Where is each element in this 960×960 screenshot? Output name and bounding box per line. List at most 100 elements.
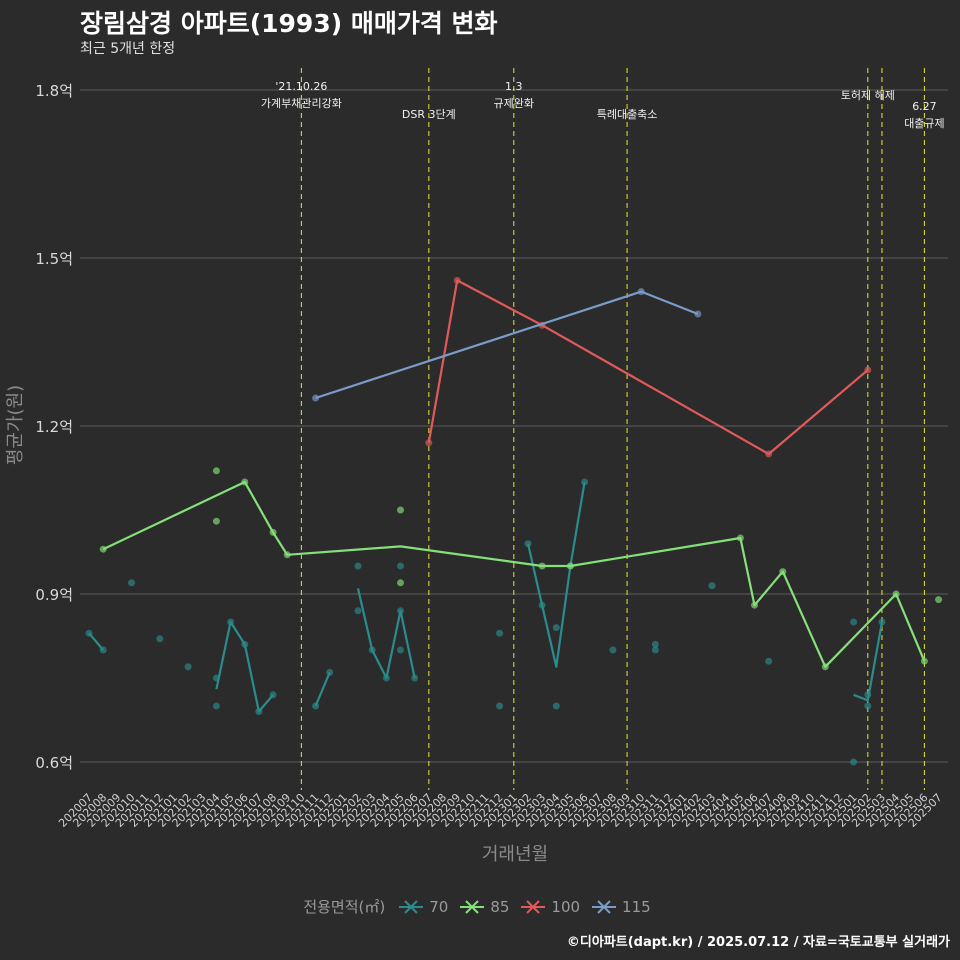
legend-key-115-icon — [592, 899, 617, 914]
data-point-85 — [935, 596, 943, 604]
data-point-70 — [354, 562, 362, 570]
series-line-70 — [853, 621, 884, 702]
legend-item-70: 70 — [397, 898, 448, 916]
legend-item-100: 100 — [519, 898, 580, 916]
policy-annotation: 토허제 해제 — [841, 88, 895, 102]
data-point-70 — [269, 691, 277, 699]
legend-item-85: 85 — [458, 898, 509, 916]
series-line-100 — [427, 279, 869, 456]
policy-annotation: DSR 3단계 — [402, 108, 456, 121]
data-point-85 — [397, 579, 404, 587]
data-point-70 — [354, 607, 362, 615]
data-point-70 — [496, 702, 504, 710]
policy-annotation: 규제완화 — [494, 97, 534, 110]
series-line-70 — [526, 481, 586, 668]
data-point-70 — [651, 646, 659, 654]
data-point-70 — [552, 702, 560, 710]
data-point-70 — [255, 708, 263, 716]
data-point-85 — [821, 663, 829, 671]
data-point-70 — [312, 702, 320, 710]
legend-item-115: 115 — [590, 898, 651, 916]
data-point-100 — [425, 439, 433, 447]
data-point-70 — [382, 674, 390, 682]
series-line-70 — [356, 588, 416, 680]
data-point-70 — [99, 646, 107, 654]
data-point-70 — [524, 540, 532, 548]
data-point-70 — [552, 624, 560, 632]
data-point-70 — [496, 629, 504, 637]
data-point-70 — [538, 601, 546, 609]
data-point-85 — [566, 562, 574, 570]
y-tick-label: 1.5억 — [35, 250, 73, 268]
data-point-70 — [609, 646, 617, 654]
data-point-115 — [694, 310, 702, 318]
legend-label-70: 70 — [429, 897, 449, 916]
policy-annotation: 가계부채관리강화 — [261, 97, 342, 110]
data-point-70 — [184, 663, 192, 671]
y-tick-label: 1.8억 — [35, 82, 73, 100]
data-point-85 — [751, 601, 758, 609]
y-tick-label: 0.9억 — [35, 586, 73, 604]
legend-label-115: 115 — [622, 897, 651, 916]
policy-annotation: 특례대출축소 — [597, 108, 658, 121]
policy-annotation: 대출규제 — [904, 117, 944, 130]
series-layer — [85, 276, 943, 766]
data-point-70 — [397, 607, 404, 615]
data-point-70 — [850, 618, 858, 626]
x-axis-label: 거래년월 — [482, 844, 548, 865]
data-point-85 — [241, 478, 249, 486]
data-point-70 — [397, 562, 404, 570]
axis-layer: 0.6억0.9억1.2억1.5억1.8억20200720200820200920… — [35, 82, 944, 830]
data-point-70 — [864, 702, 872, 710]
data-point-100 — [864, 366, 872, 374]
policy-annotation: 6.27 — [912, 100, 937, 113]
grid-layer — [80, 89, 948, 763]
y-axis-label: 평균가(원) — [5, 385, 26, 465]
series-line-70 — [88, 632, 105, 651]
data-point-70 — [128, 579, 135, 587]
data-point-70 — [156, 635, 164, 643]
data-point-85 — [892, 590, 900, 598]
source-caption: ©디아파트(dapt.kr) / 2025.07.12 / 자료=국토교통부 실… — [566, 935, 950, 950]
legend-key-85-icon — [460, 899, 485, 914]
data-point-70 — [581, 478, 589, 486]
data-point-70 — [212, 702, 220, 710]
data-point-85 — [212, 467, 220, 475]
data-point-70 — [85, 629, 93, 637]
data-point-70 — [227, 618, 235, 626]
data-point-70 — [368, 646, 376, 654]
data-point-85 — [269, 528, 277, 536]
data-point-70 — [850, 758, 858, 766]
data-point-100 — [453, 276, 461, 284]
legend-key-70-icon — [399, 899, 424, 914]
data-point-70 — [878, 618, 886, 626]
data-point-100 — [765, 450, 773, 458]
policy-annotation: 1.3 — [505, 80, 523, 93]
data-point-85 — [779, 568, 787, 576]
data-point-70 — [765, 657, 773, 665]
data-point-85 — [397, 506, 404, 514]
legend-label-85: 85 — [490, 897, 510, 916]
data-point-85 — [538, 562, 546, 570]
policy-annotation: '21.10.26 — [275, 80, 327, 93]
chart-subtitle: 최근 5개년 한정 — [80, 41, 176, 57]
policy-lines-layer — [300, 68, 925, 790]
series-line-70 — [314, 671, 331, 707]
data-point-70 — [411, 674, 419, 682]
data-point-70 — [708, 582, 716, 590]
data-point-85 — [736, 534, 744, 542]
legend-title: 전용면적(㎡) — [303, 898, 386, 916]
data-point-70 — [241, 640, 249, 648]
legend: 전용면적(㎡) 70 85 100 115 — [0, 896, 960, 917]
data-point-70 — [212, 674, 220, 682]
y-tick-label: 1.2억 — [35, 418, 73, 436]
data-point-85 — [212, 517, 220, 525]
data-point-115 — [637, 288, 645, 296]
series-line-70 — [215, 620, 274, 713]
data-point-70 — [864, 691, 872, 699]
legend-key-100-icon — [521, 899, 546, 914]
chart-title: 장림삼경 아파트(1993) 매매가격 변화 — [80, 9, 498, 38]
data-point-115 — [312, 394, 320, 402]
